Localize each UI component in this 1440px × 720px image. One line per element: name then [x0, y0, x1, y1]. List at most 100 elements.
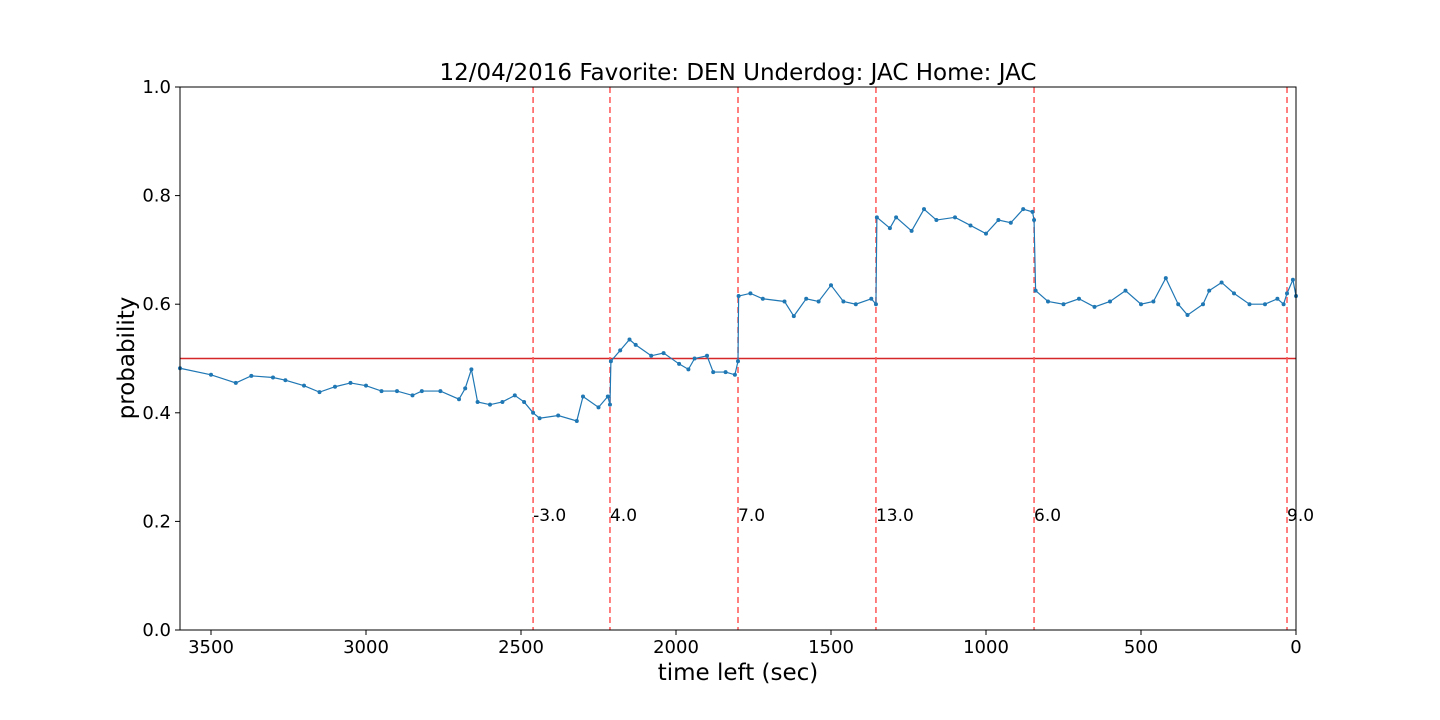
data-point: [608, 359, 613, 364]
data-point: [537, 416, 542, 421]
data-point: [605, 394, 610, 399]
data-point: [968, 223, 973, 228]
data-point: [909, 228, 914, 233]
data-point: [283, 378, 288, 383]
y-tick-label: 1.0: [142, 77, 171, 98]
data-point: [457, 397, 461, 402]
data-point: [1290, 277, 1295, 282]
data-point: [419, 389, 424, 394]
x-axis-label: time left (sec): [658, 660, 819, 686]
data-point: [233, 380, 238, 385]
data-point: [934, 218, 939, 223]
data-point: [736, 359, 740, 364]
data-point: [953, 215, 957, 220]
data-point: [410, 393, 415, 398]
data-point: [531, 410, 536, 415]
x-tick-label: 0: [1290, 637, 1301, 658]
data-point: [488, 402, 492, 407]
data-point: [395, 389, 399, 394]
data-point: [1030, 209, 1035, 214]
data-point: [1123, 288, 1128, 293]
y-tick-label: 0.0: [142, 620, 171, 641]
data-point: [317, 390, 322, 395]
data-point: [574, 418, 579, 423]
data-point: [463, 386, 468, 391]
data-point: [596, 405, 601, 410]
data-point: [661, 351, 666, 356]
data-point: [1232, 291, 1236, 296]
score-label: 4.0: [610, 506, 637, 526]
data-point: [853, 302, 858, 307]
score-label: -3.0: [533, 506, 566, 526]
data-point: [804, 296, 809, 301]
data-point: [711, 370, 716, 375]
data-point: [984, 231, 988, 236]
data-point: [760, 296, 765, 301]
data-point: [1061, 302, 1066, 307]
data-point: [1207, 288, 1212, 293]
data-point: [1281, 302, 1286, 307]
data-point: [249, 373, 254, 378]
data-point: [500, 399, 505, 404]
data-point: [1176, 302, 1181, 307]
data-point: [894, 215, 899, 220]
y-tick-label: 0.4: [142, 403, 171, 424]
data-point: [627, 337, 632, 342]
score-label: 9.0: [1287, 506, 1314, 526]
data-point: [705, 353, 709, 358]
data-point: [1033, 288, 1038, 293]
x-tick-label: 3000: [343, 637, 389, 658]
data-point: [302, 383, 306, 388]
data-point: [271, 375, 275, 380]
data-point: [1077, 296, 1081, 301]
y-tick-label: 0.8: [142, 186, 171, 207]
score-label: 13.0: [876, 506, 914, 526]
data-point: [829, 283, 833, 288]
data-point: [607, 402, 612, 407]
x-tick-label: 1000: [963, 637, 1009, 658]
data-point: [874, 215, 879, 220]
data-point: [1275, 296, 1280, 301]
data-point: [791, 314, 796, 319]
data-point: [996, 218, 1001, 223]
data-point: [732, 372, 737, 377]
data-point: [841, 299, 846, 304]
y-tick-label: 0.2: [142, 511, 171, 532]
data-point: [556, 413, 561, 418]
data-point: [723, 370, 728, 375]
data-point: [887, 226, 892, 231]
chart-title: 12/04/2016 Favorite: DEN Underdog: JAC H…: [440, 60, 1037, 86]
x-tick-label: 2500: [498, 637, 544, 658]
data-point: [512, 393, 517, 398]
data-point: [469, 367, 474, 372]
data-point: [816, 299, 821, 304]
y-tick-label: 0.6: [142, 294, 171, 315]
x-tick-label: 500: [1124, 637, 1158, 658]
data-point: [618, 348, 623, 353]
data-point: [581, 394, 585, 399]
data-point: [1021, 207, 1026, 212]
data-point: [1263, 302, 1267, 307]
score-label: 6.0: [1034, 506, 1061, 526]
data-point: [209, 372, 213, 377]
data-point: [686, 367, 691, 372]
data-point: [782, 299, 787, 304]
data-point: [475, 399, 480, 404]
data-point: [649, 353, 654, 358]
x-tick-label: 2000: [653, 637, 699, 658]
data-point: [633, 342, 638, 347]
data-point: [736, 294, 741, 299]
data-point: [1285, 291, 1290, 296]
x-tick-label: 1500: [808, 637, 854, 658]
data-point: [922, 207, 926, 212]
data-point: [869, 296, 874, 301]
data-point: [364, 383, 368, 388]
data-point: [1092, 304, 1097, 309]
data-point: [1219, 280, 1224, 285]
x-tick-label: 3500: [188, 637, 234, 658]
data-point: [438, 389, 443, 394]
data-point: [1032, 218, 1037, 223]
data-point: [1108, 299, 1112, 304]
data-point: [1201, 302, 1205, 307]
